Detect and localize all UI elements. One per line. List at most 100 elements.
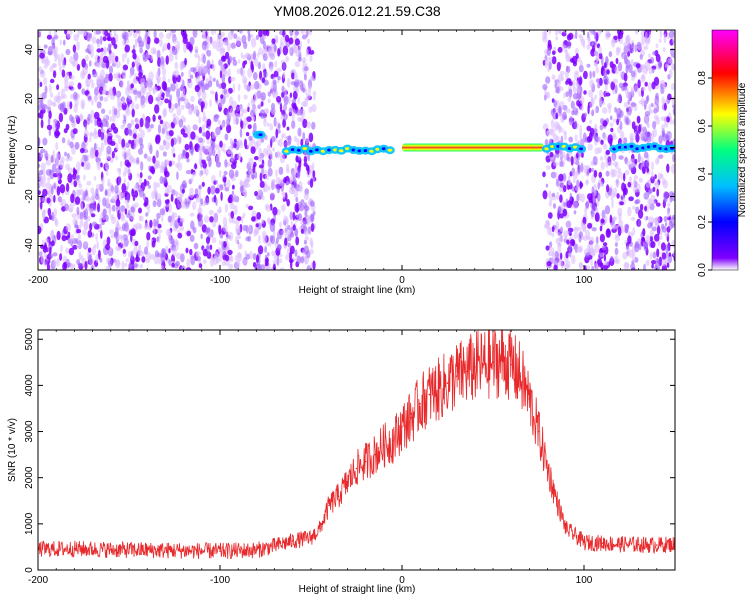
noise-speckle bbox=[303, 230, 309, 236]
noise-speckle bbox=[130, 119, 135, 126]
noise-speckle bbox=[157, 229, 163, 234]
noise-speckle bbox=[173, 69, 180, 78]
noise-speckle bbox=[51, 163, 57, 173]
noise-speckle bbox=[652, 128, 658, 138]
noise-speckle bbox=[663, 33, 667, 44]
noise-speckle bbox=[176, 252, 182, 260]
noise-speckle bbox=[294, 30, 300, 36]
noise-speckle bbox=[284, 103, 287, 112]
snr-point bbox=[455, 375, 458, 378]
noise-speckle bbox=[123, 115, 127, 122]
noise-speckle bbox=[184, 57, 188, 66]
noise-speckle bbox=[92, 70, 98, 78]
noise-speckle bbox=[605, 170, 610, 177]
noise-speckle bbox=[241, 259, 248, 265]
noise-speckle bbox=[82, 30, 88, 37]
noise-speckle bbox=[115, 199, 121, 207]
noise-speckle bbox=[243, 188, 247, 198]
noise-speckle bbox=[254, 92, 258, 102]
noise-speckle bbox=[154, 104, 160, 114]
noise-speckle bbox=[237, 94, 241, 102]
noise-speckle bbox=[65, 182, 70, 192]
noise-speckle bbox=[115, 226, 119, 237]
noise-speckle bbox=[265, 267, 271, 270]
noise-speckle bbox=[226, 117, 231, 127]
noise-speckle bbox=[257, 61, 261, 70]
noise-speckle bbox=[610, 168, 615, 178]
noise-speckle bbox=[108, 109, 112, 115]
noise-speckle bbox=[273, 70, 279, 78]
spectrogram-xtick-label: 0 bbox=[399, 275, 405, 286]
noise-speckle bbox=[123, 178, 127, 185]
noise-speckle bbox=[647, 222, 652, 229]
noise-speckle bbox=[663, 191, 669, 200]
noise-speckle bbox=[559, 160, 564, 167]
noise-speckle bbox=[132, 78, 138, 84]
noise-speckle bbox=[42, 137, 48, 146]
noise-speckle bbox=[67, 138, 70, 146]
noise-speckle bbox=[125, 106, 131, 117]
noise-speckle bbox=[656, 248, 660, 258]
noise-speckle bbox=[310, 75, 314, 81]
noise-speckle bbox=[297, 97, 300, 104]
noise-speckle bbox=[227, 196, 233, 204]
noise-speckle bbox=[554, 30, 559, 36]
noise-speckle bbox=[210, 229, 214, 238]
noise-speckle bbox=[122, 53, 125, 63]
noise-speckle bbox=[294, 61, 300, 68]
noise-speckle bbox=[121, 102, 127, 111]
noise-speckle bbox=[579, 34, 584, 43]
noise-speckle bbox=[105, 120, 109, 128]
noise-speckle bbox=[80, 202, 84, 211]
noise-speckle bbox=[279, 258, 283, 264]
noise-speckle bbox=[593, 169, 598, 178]
noise-speckle bbox=[266, 144, 272, 150]
noise-speckle bbox=[217, 253, 223, 262]
noise-speckle bbox=[211, 131, 216, 140]
noise-speckle bbox=[642, 228, 646, 237]
noise-speckle bbox=[223, 241, 227, 248]
noise-speckle bbox=[640, 156, 644, 162]
noise-speckle bbox=[292, 224, 296, 231]
noise-speckle bbox=[124, 262, 128, 267]
noise-speckle bbox=[568, 116, 574, 126]
noise-speckle bbox=[252, 122, 257, 133]
noise-speckle bbox=[273, 116, 277, 127]
noise-speckle bbox=[219, 70, 223, 79]
noise-speckle bbox=[289, 30, 294, 37]
snr-point bbox=[373, 453, 376, 456]
noise-speckle bbox=[158, 32, 164, 39]
noise-speckle bbox=[103, 83, 107, 92]
noise-speckle bbox=[563, 230, 568, 239]
noise-speckle bbox=[269, 55, 275, 60]
noise-speckle bbox=[627, 249, 634, 258]
noise-speckle bbox=[610, 81, 616, 91]
noise-speckle bbox=[43, 252, 47, 258]
noise-speckle bbox=[211, 140, 216, 149]
noise-speckle bbox=[209, 37, 214, 46]
noise-speckle bbox=[280, 114, 285, 121]
noise-speckle bbox=[69, 81, 75, 88]
noise-speckle bbox=[647, 123, 650, 129]
noise-speckle bbox=[635, 183, 641, 193]
noise-speckle bbox=[203, 215, 210, 223]
noise-speckle bbox=[260, 92, 266, 101]
noise-speckle bbox=[193, 242, 199, 250]
noise-speckle bbox=[606, 69, 610, 75]
snr-ytick-label: 3000 bbox=[24, 420, 35, 443]
noise-speckle bbox=[226, 110, 230, 118]
noise-speckle bbox=[253, 229, 257, 237]
noise-speckle bbox=[558, 124, 561, 134]
noise-speckle bbox=[126, 204, 130, 210]
noise-speckle bbox=[266, 148, 272, 156]
noise-speckle bbox=[117, 246, 122, 251]
noise-speckle bbox=[107, 135, 113, 145]
noise-speckle bbox=[651, 263, 654, 269]
noise-speckle bbox=[165, 55, 169, 65]
noise-speckle bbox=[113, 107, 118, 116]
noise-speckle bbox=[585, 265, 591, 270]
noise-speckle bbox=[56, 186, 61, 196]
noise-speckle bbox=[301, 34, 307, 40]
noise-speckle bbox=[270, 136, 276, 143]
